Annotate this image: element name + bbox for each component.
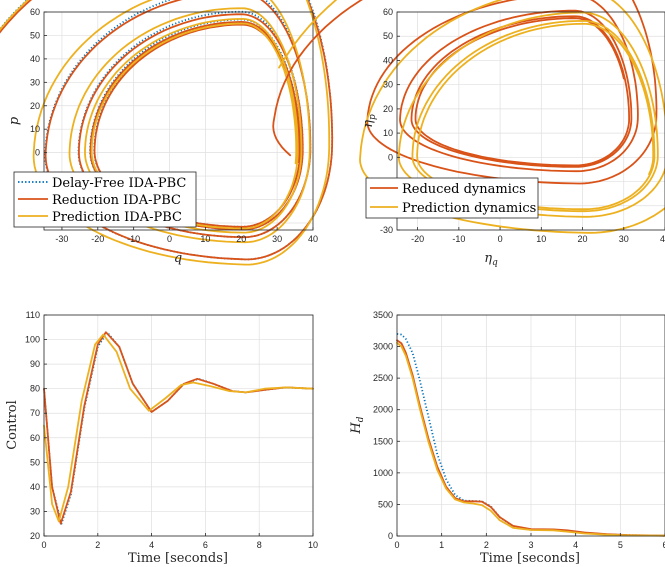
legend-label-delay-free: Delay-Free IDA-PBC: [52, 176, 186, 191]
hd-ytick-label: 500: [378, 499, 393, 509]
hd-xtick-label: 6: [662, 540, 665, 550]
hd-ytick-label: 2500: [373, 373, 393, 383]
legend-label-prediction-dynamics: Prediction dynamics: [402, 201, 536, 216]
hd-series-prediction: [396, 341, 665, 537]
legend-label-reduction: Reduction IDA-PBC: [52, 193, 181, 208]
control-ytick-label: 60: [30, 433, 40, 443]
phase-xtick-label: -30: [55, 234, 68, 244]
control-axes-box: [43, 314, 314, 537]
reduced-xtick-label: 40: [660, 234, 665, 244]
control-ytick-label: 20: [30, 531, 40, 541]
legend-label-reduced-dynamics: Reduced dynamics: [402, 182, 526, 197]
hd-ytick-label: 0: [388, 531, 393, 541]
phase-xtick-label: -20: [91, 234, 104, 244]
reduced-ytick-label: 50: [383, 31, 393, 41]
reduced-ytick-label: 40: [383, 55, 393, 65]
control-xlabel: Time [seconds]: [128, 551, 228, 566]
phase-ytick-label: 60: [30, 7, 40, 17]
reduced-xtick-label: 10: [536, 234, 546, 244]
reduced-ytick-label: 20: [383, 104, 393, 114]
phase-axes-box: [43, 11, 314, 231]
phase-ytick-label: 0: [35, 148, 40, 158]
control-ytick-label: 40: [30, 482, 40, 492]
phase-series-prediction: [0, 0, 331, 266]
control-ytick-label: 90: [30, 359, 40, 369]
hd-ytick-label: 1000: [373, 468, 393, 478]
control-xtick-label: 2: [95, 540, 100, 550]
control-ylabel: Control: [5, 400, 20, 450]
phase-ytick-label: 30: [30, 77, 40, 87]
control-ticks: 0 2 4 6 8 10 20 30 40 50 60 70 80 90 100 110: [25, 310, 318, 550]
control-xtick-label: 10: [308, 540, 318, 550]
reduced-ylabel: ηp: [361, 114, 378, 128]
hd-xlabel: Time [seconds]: [480, 551, 580, 566]
phase-ytick-label: 10: [30, 124, 40, 134]
control-ytick-label: 80: [30, 384, 40, 394]
hd-ylabel-sub: d: [356, 416, 366, 422]
reduced-legend: Reduced dynamics Prediction dynamics: [365, 177, 539, 219]
reduced-xlabel-sub: q: [492, 258, 498, 268]
phase-xtick-label: 20: [236, 234, 246, 244]
control-ytick-label: 100: [25, 335, 40, 345]
phase-ylabel: p: [7, 116, 22, 125]
legend-label-prediction: Prediction IDA-PBC: [52, 210, 182, 225]
control-plot: 0 2 4 6 8 10 20 30 40 50 60 70 80 90 100 110 Time [seco…: [5, 310, 318, 566]
control-xtick-label: 0: [41, 540, 46, 550]
hd-ytick-label: 3000: [373, 342, 393, 352]
reduced-xtick-label: 30: [619, 234, 629, 244]
hd-xtick-label: 2: [484, 540, 489, 550]
control-ytick-label: 50: [30, 457, 40, 467]
control-xtick-label: 6: [203, 540, 208, 550]
phase-ytick-label: 20: [30, 101, 40, 111]
phase-ytick-label: 40: [30, 54, 40, 64]
phase-xlabel: q: [174, 251, 182, 266]
reduced-ytick-label: 10: [383, 128, 393, 138]
phase-ytick-label: 50: [30, 30, 40, 40]
phase-xtick-label: 10: [200, 234, 210, 244]
hd-xtick-label: 4: [573, 540, 578, 550]
hd-xtick-label: 5: [618, 540, 623, 550]
reduced-ytick-label: 60: [383, 7, 393, 17]
phase-xtick-label: 0: [167, 234, 172, 244]
hd-xtick-label: 1: [439, 540, 444, 550]
control-ytick-label: 30: [30, 506, 40, 516]
reduced-xtick-label: -20: [411, 234, 424, 244]
hd-plot: 0 1 2 3 4 5 6 0 500 1000 1500 2000 2500 3000 3500 Time…: [349, 310, 665, 566]
hd-lines: [396, 333, 665, 537]
reduced-series-reduction: [272, 0, 658, 185]
hd-xtick-label: 3: [528, 540, 533, 550]
control-xtick-label: 8: [257, 540, 262, 550]
reduced-xtick-label: -10: [452, 234, 465, 244]
phase-series-reduction: [0, 0, 334, 261]
phase-legend: Delay-Free IDA-PBC Reduction IDA-PBC Pre…: [13, 171, 197, 228]
reduced-ytick-label: 30: [383, 80, 393, 90]
reduced-ylabel-sub: p: [368, 114, 378, 120]
hd-ticks: 0 1 2 3 4 5 6 0 500 1000 1500 2000 2500 3000 3500: [373, 310, 665, 550]
reduced-axes-box: [396, 11, 665, 231]
hd-ytick-label: 2000: [373, 405, 393, 415]
phase-xtick-label: -10: [127, 234, 140, 244]
reduced-legend-box: [365, 177, 539, 219]
hd-ylabel: Hd: [349, 416, 366, 434]
hd-ytick-label: 3500: [373, 310, 393, 320]
control-xtick-label: 4: [149, 540, 154, 550]
control-series-prediction: [43, 333, 314, 523]
phase-xtick-label: 30: [272, 234, 282, 244]
reduced-xlabel: ηq: [484, 251, 498, 268]
reduced-xtick-label: 0: [498, 234, 503, 244]
control-plot-area: [44, 315, 313, 536]
phase-xtick-label: 40: [308, 234, 318, 244]
hd-ytick-label: 1500: [373, 436, 393, 446]
hd-xtick-label: 0: [394, 540, 399, 550]
control-lines: [43, 331, 314, 525]
reduced-ytick-label: 0: [388, 152, 393, 162]
control-ytick-label: 110: [26, 310, 40, 320]
phase-lines: [0, 0, 334, 266]
reduced-ytick-label: -30: [380, 225, 393, 235]
reduced-xtick-label: 20: [578, 234, 588, 244]
control-ytick-label: 70: [30, 408, 40, 418]
